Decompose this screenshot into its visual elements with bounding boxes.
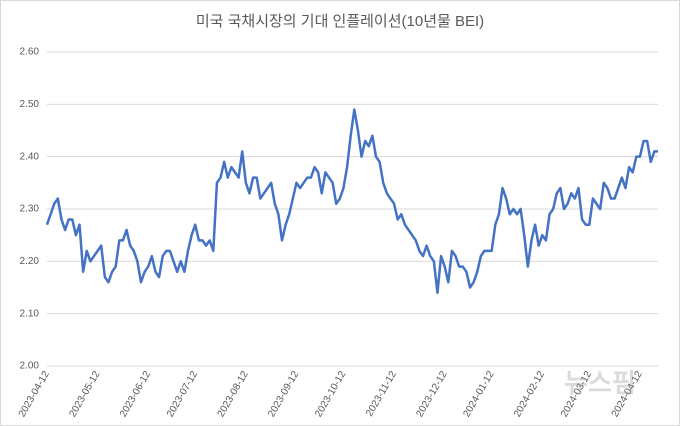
y-tick-label: 2.10 — [20, 308, 40, 319]
y-tick-label: 2.30 — [20, 204, 40, 215]
chart-title: 미국 국채시장의 기대 인플레이션(10년물 BEI) — [196, 13, 484, 30]
y-tick-label: 2.40 — [20, 151, 40, 162]
watermark: 뉴스핌 — [564, 368, 636, 398]
y-tick-label: 2.00 — [20, 361, 40, 372]
data-line — [45, 108, 658, 294]
y-tick-label: 2.50 — [20, 99, 40, 110]
y-tick-label: 2.20 — [20, 256, 40, 267]
y-tick-label: 2.60 — [20, 47, 40, 58]
